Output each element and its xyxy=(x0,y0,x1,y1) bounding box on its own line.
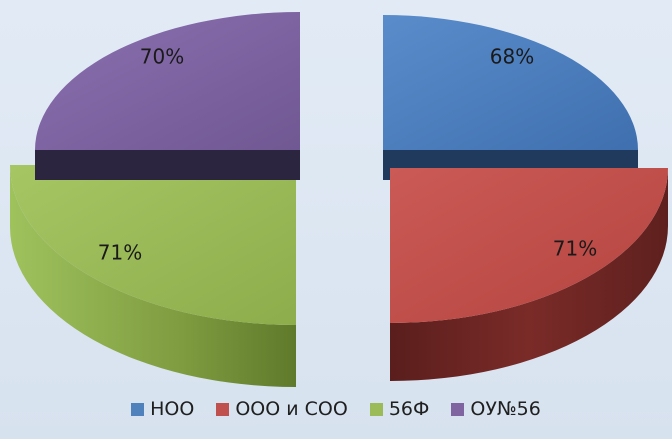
legend-swatch-2 xyxy=(216,402,230,416)
legend-label-2: ООО и СОО xyxy=(235,398,348,420)
legend-label-3: 56Ф xyxy=(388,398,430,420)
legend-swatch-1 xyxy=(131,402,145,416)
pie-slice-side-2 xyxy=(390,168,668,381)
pie-slice-4 xyxy=(35,12,300,180)
slice-label-4: 70% xyxy=(140,45,184,69)
legend-swatch-4 xyxy=(451,402,465,416)
slice-label-2: 71% xyxy=(553,237,597,261)
pie-slice-side-3 xyxy=(10,165,296,387)
pie-slice-top-3 xyxy=(10,165,296,325)
legend-item-2: ООО и СОО xyxy=(216,398,348,420)
pie-slice-3 xyxy=(10,165,296,387)
legend-swatch-3 xyxy=(369,402,383,416)
legend-item-4: ОУ№56 xyxy=(451,398,541,420)
pie-slice-top-1 xyxy=(383,15,638,150)
pie-chart: 68% 71% 71% 70% xyxy=(10,12,668,387)
slice-label-1: 68% xyxy=(490,45,534,69)
legend-item-1: НОО xyxy=(131,398,194,420)
pie-slice-1 xyxy=(383,15,638,180)
pie-slice-top-4 xyxy=(35,12,300,150)
pie-slice-2 xyxy=(390,168,668,381)
legend-label-1: НОО xyxy=(150,398,195,420)
legend-label-4: ОУ№56 xyxy=(470,398,541,420)
chart-legend: НОО ООО и СОО 56Ф ОУ№56 xyxy=(0,398,672,420)
slice-label-3: 71% xyxy=(98,241,142,265)
legend-item-3: 56Ф xyxy=(369,398,430,420)
pie-slice-top-2 xyxy=(390,168,668,323)
pie-slice-side-4 xyxy=(35,150,300,180)
